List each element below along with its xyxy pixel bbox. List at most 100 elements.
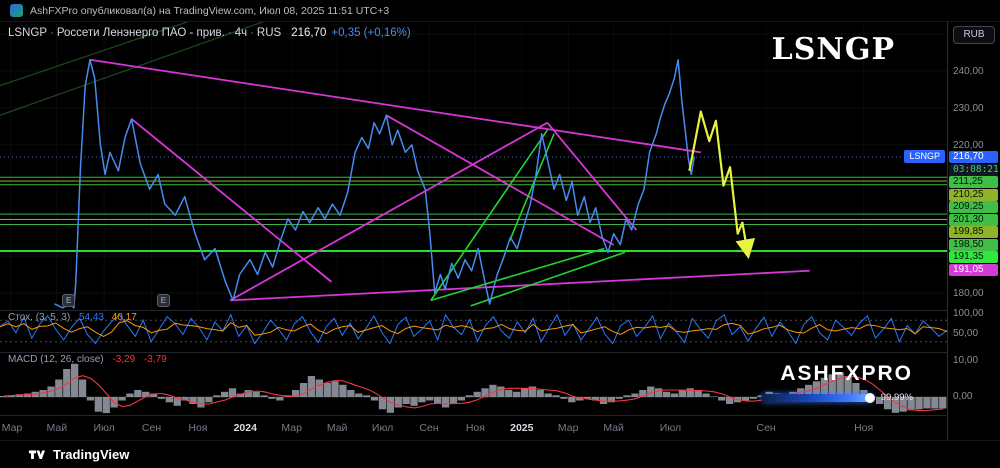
level-price-badge: 191,35 [949, 251, 998, 264]
macd-hist-bar [165, 397, 173, 403]
trend-line[interactable] [385, 114, 615, 246]
tradingview-brand[interactable]: TradingView [53, 447, 130, 462]
earnings-event-marker[interactable]: E [156, 294, 170, 307]
stoch-panel[interactable]: Стох. (3, 5, 3) 54,43 40,17 [0, 311, 947, 351]
last-price-badge: 216,70 [949, 151, 998, 164]
macd-hist-bar [315, 379, 323, 397]
macd-hist-bar [876, 397, 884, 404]
panel-separator[interactable] [0, 352, 1000, 353]
macd-hist-bar [939, 397, 947, 409]
macd-hist-bar [39, 390, 47, 397]
projection-path[interactable] [688, 110, 756, 260]
macd-hist-bar [323, 383, 331, 397]
publisher-avatar[interactable] [10, 4, 23, 17]
macd-hist-bar [828, 374, 836, 398]
stoch-legend[interactable]: Стох. (3, 5, 3) 54,43 40,17 [8, 312, 137, 323]
macd-hist-bar [418, 397, 426, 403]
macd-hist-bar [157, 397, 166, 399]
stoch-chart[interactable] [0, 311, 947, 351]
level-price-badge: 191,05 [949, 263, 998, 276]
legend-symbol[interactable]: LSNGP [8, 27, 47, 39]
time-axis[interactable]: Мар Май Июл Сен Ноя 2024 Мар Май Июл Сен Ноя 2025 Ма… [0, 415, 947, 439]
macd-title: MACD (12, 26, close) [8, 354, 104, 365]
symbol-legend[interactable]: LSNGP · Россети Ленэнерго ПАО - прив. · 4ч · R… [8, 27, 411, 39]
macd-hist-bar [915, 397, 923, 410]
macd-hist-bar [749, 397, 757, 399]
channel-line[interactable] [0, 22, 294, 87]
macd-hist-bar [615, 397, 623, 399]
macd-hist-bar [631, 393, 639, 397]
macd-hist-bar [473, 391, 481, 398]
trend-line[interactable] [131, 118, 333, 283]
macd-hist-bar [142, 391, 150, 398]
macd-hist-bar [686, 388, 694, 398]
trend-line[interactable] [89, 58, 701, 154]
macd-hist-bar [655, 388, 663, 398]
trend-line[interactable] [546, 122, 638, 231]
macd-hist-bar [481, 388, 489, 398]
macd-hist-bar [78, 379, 87, 397]
legend-separator: · [227, 27, 232, 39]
macd-hist-bar [560, 397, 568, 399]
macd-hist-bar [844, 376, 852, 397]
legend-separator: · [50, 27, 54, 39]
price-line-series[interactable] [54, 59, 695, 309]
macd-hist-bar [662, 391, 671, 398]
progress-percent: 99.99% [880, 392, 913, 403]
price-scale-labels: 240,00 230,00 220,00 180,00 216,70 03:08:21 21… [948, 22, 1000, 440]
macd-hist-bar [623, 395, 631, 398]
brand-overlay: ASHFXPRO 99.99% [760, 362, 913, 403]
trend-line[interactable] [229, 121, 548, 302]
macd-hist-bar [441, 397, 450, 408]
support-line[interactable] [430, 247, 605, 302]
macd-legend[interactable]: MACD (12, 26, close) -3,29 -3,79 [8, 354, 167, 365]
macd-hist-bar [544, 393, 552, 397]
macd-hist-bar [513, 391, 521, 398]
support-line[interactable] [508, 133, 555, 242]
macd-hist-bar [647, 386, 655, 397]
support-line[interactable] [470, 251, 626, 307]
series-price-flag: LSNGP [904, 150, 945, 164]
channel-line[interactable] [0, 22, 313, 116]
time-tick-label: Мар [281, 422, 302, 434]
macd-hist-bar [378, 397, 387, 410]
macd-chart[interactable] [0, 353, 947, 414]
macd-value-1: -3,29 [112, 354, 136, 365]
support-line[interactable] [430, 129, 549, 301]
macd-value-2: -3,79 [143, 354, 167, 365]
legend-exchange: RUS [256, 27, 282, 39]
macd-hist-bar [355, 393, 363, 397]
tradingview-logo-icon[interactable] [28, 446, 45, 463]
legend-interval[interactable]: 4ч [234, 27, 248, 39]
currency-unit-button[interactable]: RUB [953, 26, 995, 44]
time-tick-label: 2025 [510, 422, 534, 434]
macd-hist-bar [228, 388, 237, 398]
macd-hist-bar [244, 390, 252, 397]
macd-hist-bar [678, 390, 686, 397]
time-tick-label: Сен [419, 422, 439, 434]
level-price-badge: 201,30 [949, 213, 998, 226]
macd-hist-bar [205, 397, 213, 403]
earnings-event-marker[interactable]: E [62, 294, 76, 307]
macd-hist-bar [268, 397, 276, 399]
macd-hist-bar [694, 390, 702, 397]
time-tick-label: Июл [659, 422, 682, 434]
macd-hist-bar [599, 397, 608, 404]
chart-area[interactable]: LSNGP · Россети Ленэнерго ПАО - прив. · 4ч · R… [0, 22, 947, 440]
macd-hist-bar [370, 397, 379, 401]
macd-hist-bar [339, 384, 347, 398]
macd-hist-bar [0, 396, 8, 398]
macd-hist-bar [118, 397, 126, 401]
macd-hist-bar [86, 397, 95, 401]
macd-hist-bar [923, 397, 931, 409]
trend-line[interactable] [230, 269, 810, 302]
macd-hist-bar [181, 397, 189, 401]
legend-separator: · [250, 27, 254, 39]
price-chart[interactable] [0, 22, 947, 310]
stoch-title: Стох. (3, 5, 3) [8, 312, 71, 323]
macd-panel[interactable]: MACD (12, 26, close) -3,29 -3,79 ASHFXPR… [0, 353, 947, 414]
legend-description: Россети Ленэнерго ПАО - прив. [56, 27, 225, 39]
panel-separator[interactable] [0, 310, 1000, 311]
price-scale[interactable]: RUB 240,00 230,00 220,00 180,00 216,70 03:08:… [947, 22, 1000, 440]
